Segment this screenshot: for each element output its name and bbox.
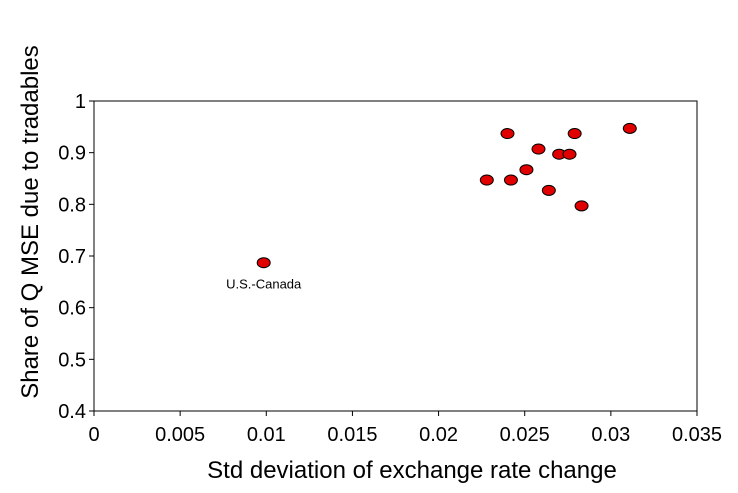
data-point [479, 174, 494, 186]
x-tick-label: 0.02 [419, 424, 458, 446]
x-tick-label: 0.015 [327, 424, 377, 446]
x-tick-label: 0.01 [247, 424, 286, 446]
data-point [574, 200, 589, 212]
data-point [541, 184, 556, 196]
x-tick-label: 0.025 [500, 424, 550, 446]
y-tick-label: 0.7 [58, 246, 86, 268]
x-tick-label: 0.005 [155, 424, 205, 446]
x-axis-title: Std deviation of exchange rate change [207, 457, 617, 484]
y-tick-label: 0.8 [58, 194, 86, 216]
plot-area-frame [93, 100, 698, 412]
x-tick-label: 0 [88, 424, 99, 446]
x-tick-label: 0.035 [672, 424, 722, 446]
y-axis-title: Share of Q MSE due to tradables [17, 45, 44, 399]
y-tick-label: 0.5 [58, 349, 86, 371]
data-point [519, 164, 534, 176]
data-points: U.S.-Canada [226, 122, 637, 292]
y-tick-label: 0.9 [58, 143, 86, 165]
x-tick-label: 0.03 [591, 424, 630, 446]
y-tick-label: 0.4 [58, 401, 86, 423]
data-point [500, 128, 515, 140]
data-point [567, 128, 582, 140]
data-point [256, 257, 271, 269]
data-point [622, 122, 637, 134]
data-point [531, 143, 546, 155]
axis-ticks: 0 0.005 0.01 0.015 0.02 0.025 0.03 0.035 0.4 0.5 0… [58, 91, 722, 446]
y-tick-label: 0.6 [58, 298, 86, 320]
data-point [503, 174, 518, 186]
data-point [562, 148, 577, 160]
y-tick-label: 1 [75, 91, 86, 113]
point-annotation: U.S.-Canada [226, 277, 302, 292]
